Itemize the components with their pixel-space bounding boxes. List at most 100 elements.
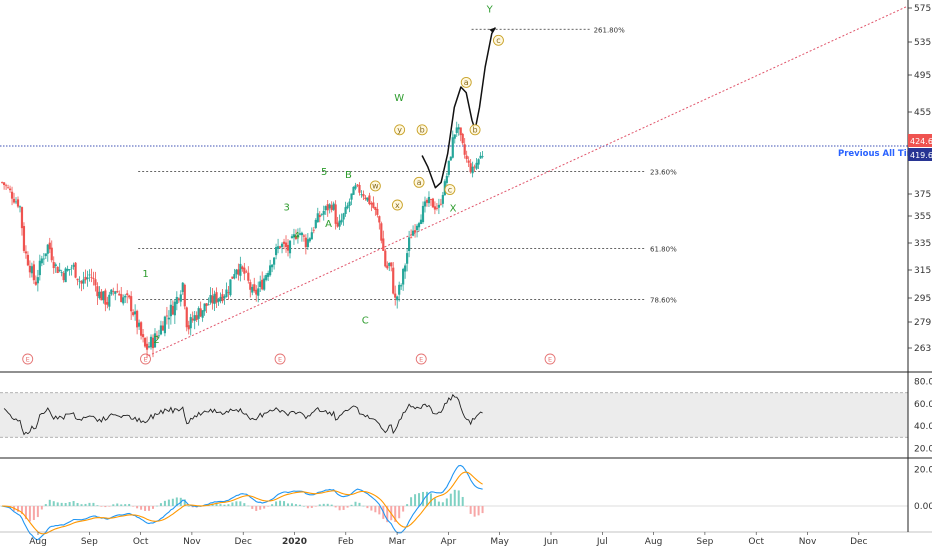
candle-body bbox=[243, 267, 246, 274]
candle-body bbox=[477, 159, 480, 165]
macd-histogram-bar bbox=[481, 506, 484, 514]
rsi-tick-label: 80.00 bbox=[914, 378, 932, 388]
time-tick-label: Sep bbox=[81, 537, 98, 547]
candle-body bbox=[136, 310, 139, 328]
price-tick-label: 315.00 bbox=[914, 266, 932, 276]
candle-body bbox=[392, 267, 395, 294]
candle-body bbox=[114, 291, 117, 294]
candle-body bbox=[120, 294, 123, 303]
macd-histogram-bar bbox=[52, 501, 55, 506]
rising-trendline[interactable] bbox=[148, 5, 909, 357]
earnings-marker-label: E bbox=[548, 356, 552, 364]
candle-body bbox=[94, 279, 97, 286]
candle-body bbox=[320, 214, 323, 216]
candle-body bbox=[231, 276, 234, 279]
sub-wave-label: b bbox=[473, 126, 478, 135]
candle-body bbox=[276, 246, 280, 249]
candle-body bbox=[42, 258, 45, 260]
earnings-marker-label: E bbox=[26, 356, 30, 364]
earnings-marker[interactable] bbox=[274, 353, 286, 365]
macd-histogram-bar bbox=[306, 506, 309, 509]
macd-tick-label: 20.00 bbox=[914, 465, 932, 475]
candle-body bbox=[221, 294, 224, 302]
candle-body bbox=[165, 315, 168, 317]
time-tick-label: Aug bbox=[29, 537, 47, 547]
trendlines[interactable]: Previous All Time High bbox=[0, 5, 932, 357]
macd-histogram-bar bbox=[374, 506, 377, 513]
macd-histogram-bar bbox=[100, 506, 103, 507]
candle-body bbox=[167, 317, 170, 320]
candle-body bbox=[175, 296, 178, 304]
candle-body bbox=[30, 266, 33, 274]
macd-histogram-bar bbox=[24, 506, 27, 520]
macd-histogram-bar bbox=[429, 493, 432, 506]
candle-body bbox=[441, 195, 444, 204]
candle-body bbox=[481, 156, 484, 158]
candle-body bbox=[209, 294, 212, 303]
earnings-marker[interactable] bbox=[22, 353, 34, 365]
candle-body bbox=[278, 246, 282, 248]
time-tick-label: Dec bbox=[850, 537, 867, 547]
macd-histogram-bar bbox=[84, 503, 87, 506]
candle-body bbox=[390, 262, 393, 267]
candle-body bbox=[360, 194, 363, 196]
candle-body bbox=[60, 272, 63, 273]
candle-body bbox=[189, 317, 192, 329]
macd-histogram-bar bbox=[410, 497, 413, 506]
macd-histogram-bar bbox=[314, 506, 317, 507]
candle-body bbox=[219, 296, 222, 302]
price-tick-label: 455.00 bbox=[914, 108, 932, 118]
candle-body bbox=[96, 286, 99, 297]
candle-body bbox=[139, 322, 143, 336]
candle-body bbox=[463, 144, 466, 155]
candle-body bbox=[265, 275, 268, 280]
candle-body bbox=[143, 337, 147, 347]
macd-histogram-bar bbox=[219, 504, 222, 506]
candle-body bbox=[433, 206, 437, 210]
macd-histogram-bar bbox=[16, 506, 19, 512]
macd-histogram-bar bbox=[334, 506, 337, 508]
candle-body bbox=[177, 298, 180, 301]
macd-histogram-bar bbox=[20, 506, 23, 515]
candle-body bbox=[8, 188, 12, 191]
macd-histogram-bar bbox=[414, 494, 417, 506]
candle-body bbox=[394, 293, 397, 298]
candle-body bbox=[435, 207, 439, 209]
candle-body bbox=[82, 279, 85, 284]
candle-body bbox=[423, 201, 427, 207]
earnings-marker[interactable] bbox=[415, 353, 427, 365]
macd-histogram-bar bbox=[32, 506, 35, 520]
candle-body bbox=[1, 182, 4, 183]
candle-body bbox=[354, 185, 357, 189]
candle-body bbox=[348, 201, 351, 206]
ath-price-tag bbox=[908, 148, 932, 161]
candle-body bbox=[344, 207, 347, 214]
time-tick-label: May bbox=[490, 537, 509, 547]
sub-wave-label: c bbox=[496, 36, 500, 45]
macd-histogram-bar bbox=[402, 506, 405, 512]
macd-histogram-bar bbox=[40, 506, 43, 510]
macd-histogram-bar bbox=[136, 506, 139, 509]
macd-histogram-bar bbox=[441, 502, 444, 506]
macd-histogram-bar bbox=[386, 506, 389, 523]
sub-wave-circle bbox=[469, 124, 481, 136]
wave-label: W bbox=[394, 93, 404, 104]
macd-histogram-bar bbox=[445, 498, 448, 506]
macd-histogram-bar bbox=[398, 506, 401, 519]
time-tick-label: Oct bbox=[133, 537, 149, 547]
wave-label: C bbox=[362, 316, 369, 327]
macd-histogram-bar bbox=[56, 502, 59, 506]
candle-body bbox=[467, 160, 470, 163]
candle-body bbox=[10, 191, 14, 199]
macd-histogram-bar bbox=[370, 506, 373, 511]
candle-body bbox=[263, 278, 266, 290]
earnings-marker[interactable] bbox=[544, 353, 556, 365]
sub-wave-circle bbox=[413, 176, 425, 188]
earnings-marker[interactable] bbox=[140, 353, 151, 365]
candle-body bbox=[273, 257, 276, 265]
candle-body bbox=[128, 295, 131, 298]
candle-body bbox=[439, 203, 442, 205]
price-tick-label: 575.00 bbox=[914, 4, 932, 14]
